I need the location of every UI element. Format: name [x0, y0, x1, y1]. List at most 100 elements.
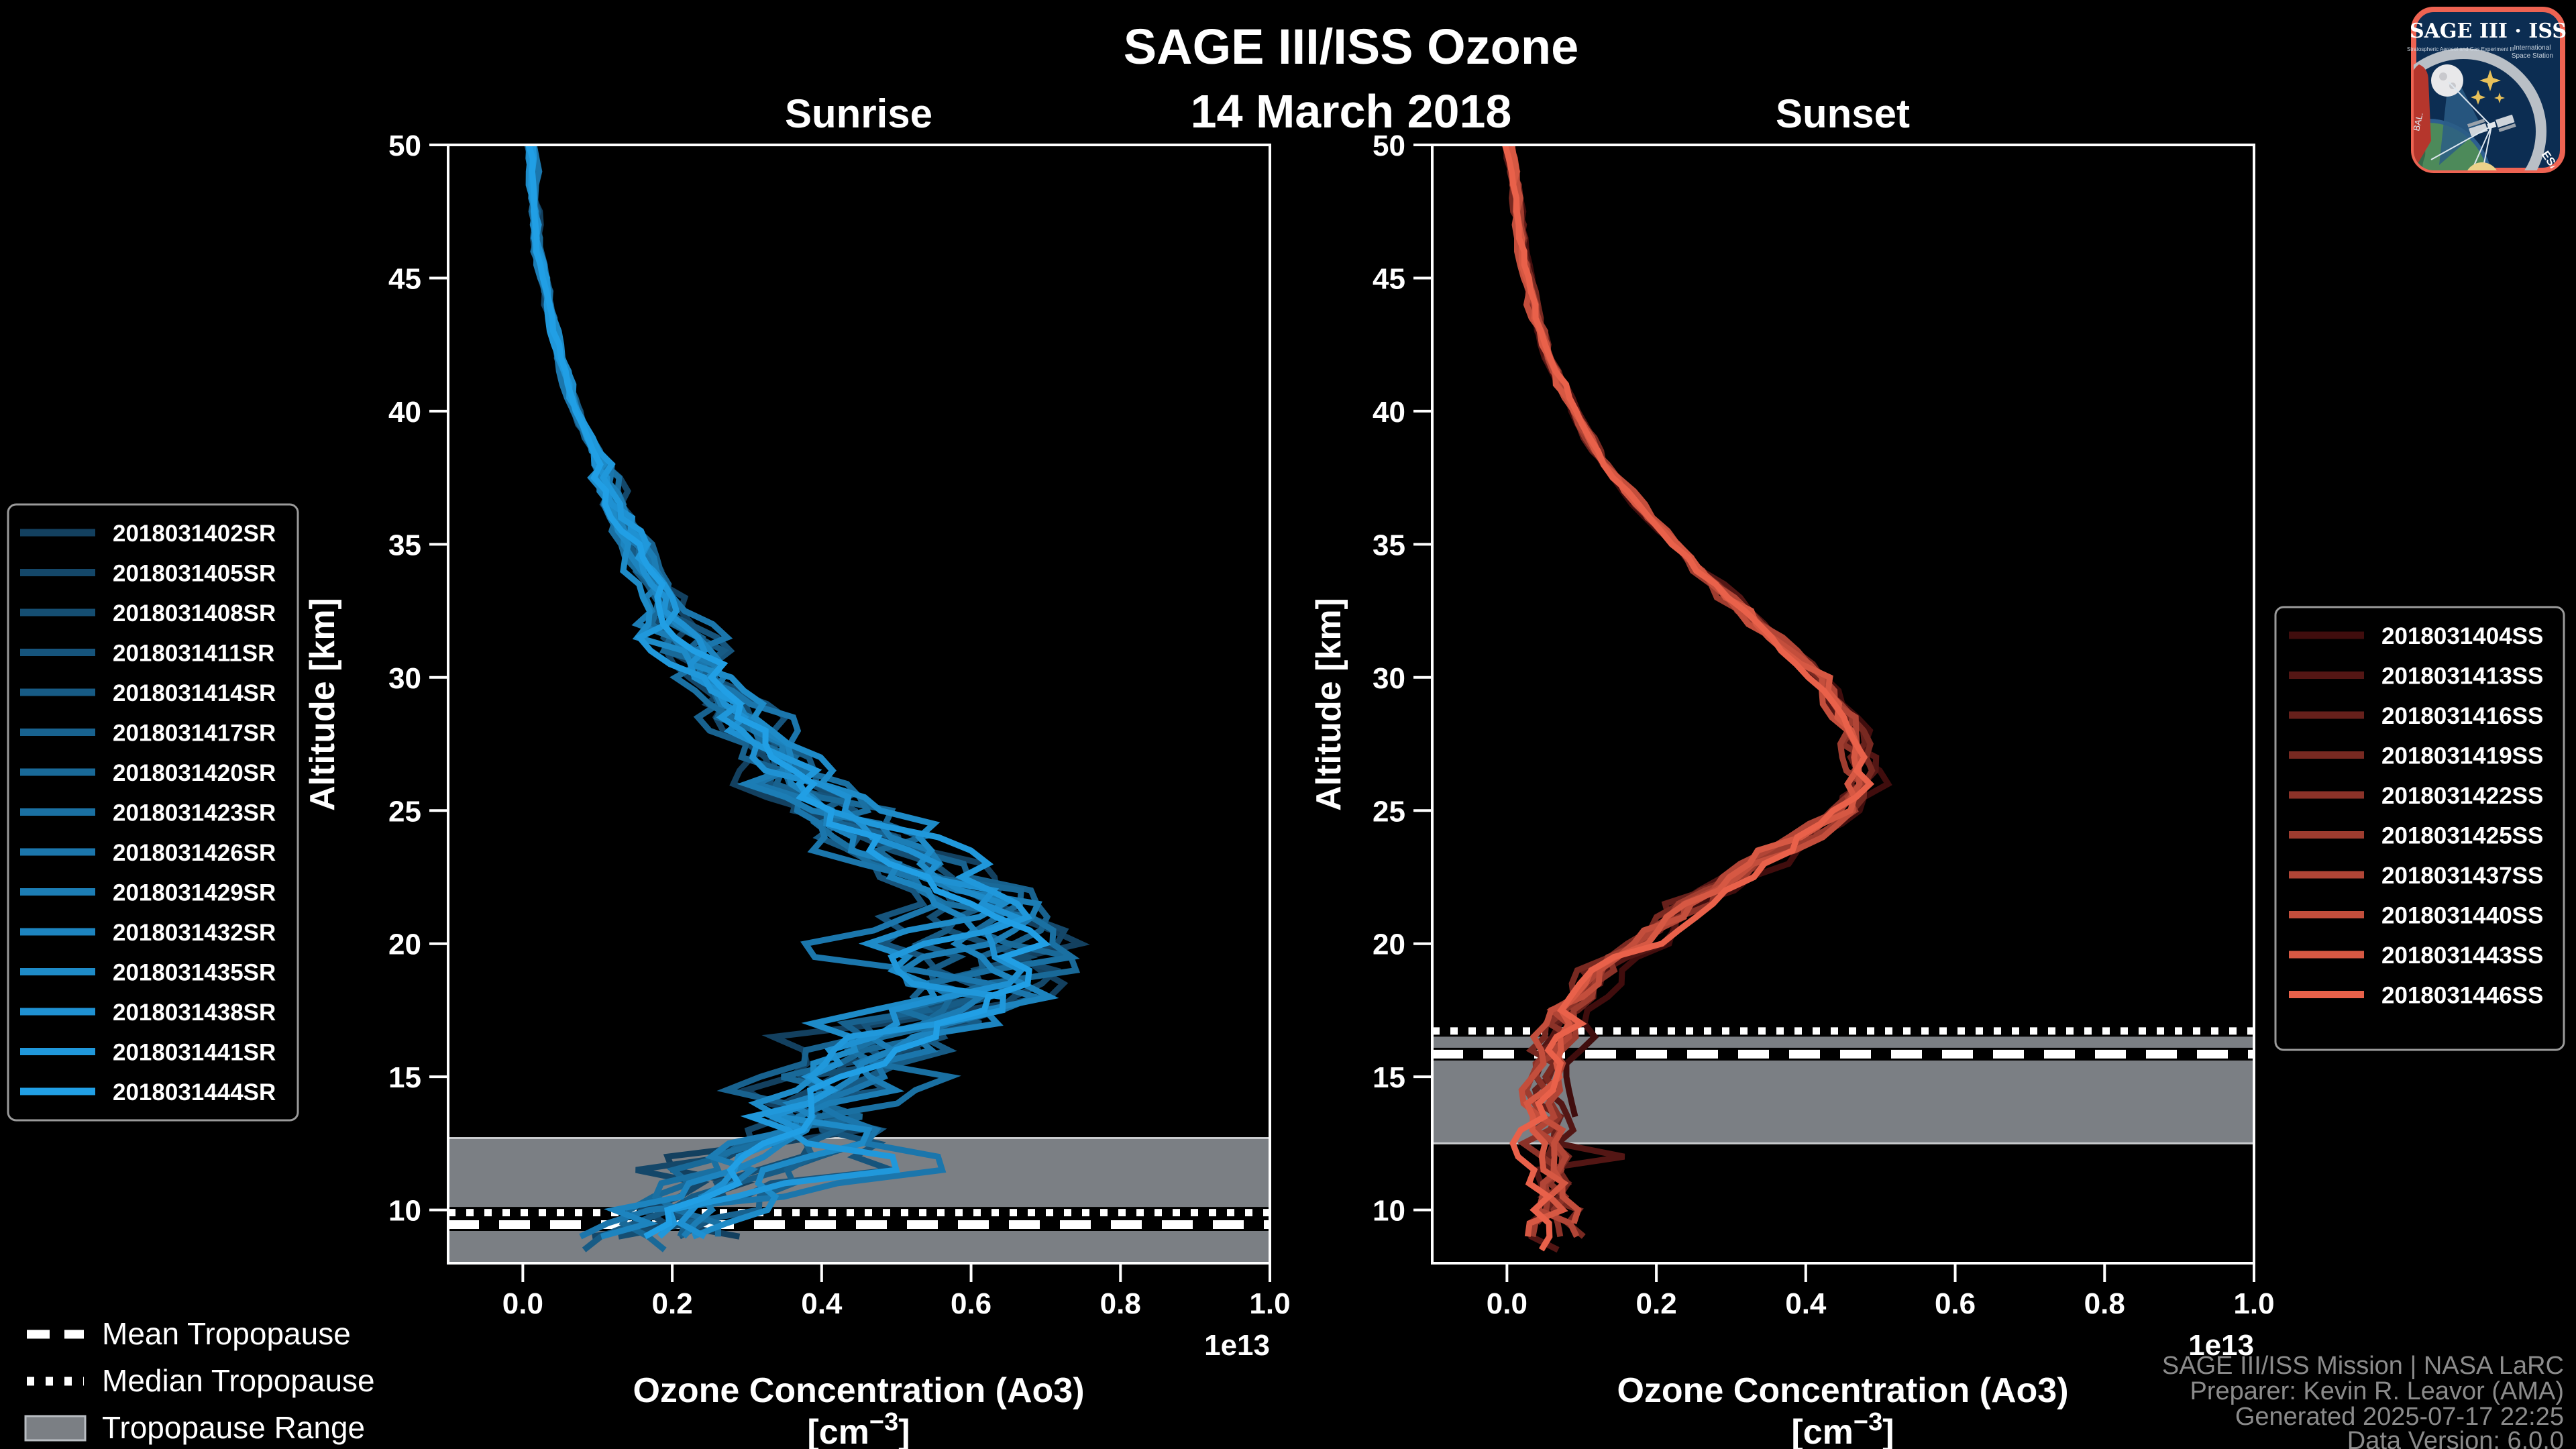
- legend-item: 2018031432SR: [20, 920, 276, 946]
- legend-item: 2018031443SS: [2289, 943, 2543, 969]
- legend-box: [7, 503, 299, 1122]
- legend-item-label: 2018031429SR: [113, 880, 276, 906]
- y-tick-label: 45: [388, 262, 421, 295]
- x-tick-label: 0.4: [801, 1287, 843, 1320]
- tropopause-range-label: Tropopause Range: [102, 1410, 365, 1445]
- footer-data-version: Data Version: 6.0.0: [2347, 1427, 2564, 1449]
- patch-subtitle-right: International Space Station: [2512, 44, 2553, 60]
- legend-item-label: 2018031425SS: [2381, 823, 2543, 849]
- legend-item-label: 2018031408SR: [113, 600, 276, 627]
- y-tick-label: 35: [1373, 529, 1405, 561]
- median-tropopause-label: Median Tropopause: [102, 1363, 375, 1398]
- legend-item-label: 2018031444SR: [113, 1079, 276, 1106]
- series-curve-2018031446SS: [1502, 145, 1875, 1252]
- legend-item-label: 2018031437SS: [2381, 863, 2543, 889]
- x-tick-label: 1.0: [1249, 1287, 1290, 1320]
- x-tick-label: 0.0: [502, 1287, 543, 1320]
- stars-icon: [2471, 70, 2505, 105]
- legend-item: 2018031438SR: [20, 1000, 276, 1026]
- legend-item: 2018031437SS: [2289, 863, 2543, 889]
- legend-item: 2018031411SR: [20, 641, 274, 667]
- iss-icon: [2467, 114, 2516, 137]
- x-tick-label: 0.2: [1636, 1287, 1677, 1320]
- legend-item-label: 2018031414SR: [113, 680, 276, 706]
- legend-item-label: 2018031423SR: [113, 800, 276, 826]
- x-axis-unit-sunset: [cm−3]: [1791, 1408, 1894, 1449]
- y-tick-label: 10: [1373, 1195, 1405, 1228]
- footer: SAGE III/ISS Mission | NASA LaRC Prepare…: [2162, 1352, 2564, 1449]
- series-curve-2018031435SR: [525, 145, 1012, 1240]
- mean-tropopause-label: Mean Tropopause: [102, 1316, 351, 1351]
- series-curve-2018031404SS: [1508, 145, 1892, 1118]
- y-tick-label: 20: [388, 928, 421, 961]
- series-curve-2018031441SR: [528, 145, 1033, 1239]
- x-tick-label: 0.4: [1785, 1287, 1827, 1320]
- x-axis-title-sunset: Ozone Concentration (Ao3): [1617, 1371, 2068, 1410]
- legend-item-label: 2018031440SS: [2381, 903, 2543, 929]
- legend-item: 2018031441SR: [20, 1040, 276, 1066]
- y-tick-label: 50: [1373, 129, 1405, 162]
- plot-spines: [447, 144, 1271, 1265]
- y-tick-label: 40: [1373, 396, 1405, 429]
- legend-item-label: 2018031443SS: [2381, 943, 2543, 969]
- orbit-ring-icon: [2414, 48, 2546, 170]
- legend-item: 2018031413SS: [2289, 663, 2543, 690]
- x-tick-label: 0.8: [1100, 1287, 1141, 1320]
- footer-generated: Generated 2025-07-17 22:25: [2235, 1403, 2564, 1431]
- y-tick-label: 50: [388, 129, 421, 162]
- legend-item: 2018031435SR: [20, 960, 276, 986]
- y-axis-title-sunset: Altitude [km]: [1309, 598, 1348, 811]
- series-curve-2018031444SR: [525, 145, 1051, 1240]
- legend-item: 2018031425SS: [2289, 823, 2543, 849]
- y-tick-label: 30: [388, 662, 421, 695]
- legend-item-label: 2018031419SS: [2381, 743, 2543, 769]
- legend-item-label: 2018031422SS: [2381, 783, 2543, 809]
- legend-item-label: 2018031405SR: [113, 561, 276, 587]
- y-tick-label: 45: [1373, 262, 1405, 295]
- tropopause-range-swatch-icon: [24, 1415, 87, 1442]
- legend-item: 2018031446SS: [2289, 983, 2543, 1009]
- footer-mission: SAGE III/ISS Mission | NASA LaRC: [2162, 1352, 2564, 1380]
- legend-item-label: 2018031446SS: [2381, 983, 2543, 1009]
- legend-item: 2018031422SS: [2289, 783, 2543, 809]
- tropopause-legend: Mean Tropopause Median Tropopause Tropop…: [24, 1316, 375, 1445]
- svg-text:International: International: [2514, 44, 2551, 52]
- legend-item: 2018031440SS: [2289, 903, 2543, 929]
- legend-item: 2018031414SR: [20, 680, 276, 706]
- y-tick-label: 25: [388, 795, 421, 828]
- legend-item: 2018031417SR: [20, 720, 276, 747]
- y-tick-label: 35: [388, 529, 421, 561]
- x-axis-offset-sunrise: 1e13: [1204, 1329, 1270, 1362]
- panel-title-sunrise: Sunrise: [785, 91, 932, 136]
- legend-item-label: 2018031441SR: [113, 1040, 276, 1066]
- legend-item-label: 2018031402SR: [113, 521, 276, 547]
- series-curve-2018031426SR: [531, 145, 1045, 1240]
- y-tick-label: 25: [1373, 795, 1405, 828]
- legend-item-label: 2018031404SS: [2381, 623, 2543, 649]
- legend-item: 2018031420SR: [20, 760, 276, 786]
- panel-sunset: 0.0 0.2 0.4 0.6 0.8 1.0 10 15 20 25 30 35 40 45 50: [1373, 129, 2275, 1320]
- x-tick-label: 0.8: [2084, 1287, 2125, 1320]
- legend-item: 2018031423SR: [20, 800, 276, 826]
- legend-item: 2018031405SR: [20, 561, 276, 587]
- figure-title: SAGE III/ISS Ozone: [1124, 19, 1578, 74]
- x-axis-title-sunrise: Ozone Concentration (Ao3): [633, 1371, 1084, 1410]
- x-tick-label: 0.6: [951, 1287, 991, 1320]
- legend-item-label: 2018031413SS: [2381, 663, 2543, 690]
- y-tick-label: 15: [1373, 1061, 1405, 1094]
- x-axis-offset-sunset: 1e13: [2188, 1329, 2254, 1362]
- legend-item: 2018031429SR: [20, 880, 276, 906]
- plot-spines: [1431, 144, 2255, 1265]
- patch-title: SAGE III · ISS: [2410, 19, 2567, 43]
- y-axis-title-sunrise: Altitude [km]: [303, 598, 342, 811]
- legend-item-label: 2018031411SR: [113, 641, 274, 667]
- y-tick-label: 10: [388, 1195, 421, 1228]
- y-tick-label: 20: [1373, 928, 1405, 961]
- legend-item: 2018031404SS: [2289, 623, 2543, 649]
- legend-item-label: 2018031438SR: [113, 1000, 276, 1026]
- x-tick-label: 0.0: [1487, 1287, 1527, 1320]
- x-tick-label: 1.0: [2233, 1287, 2274, 1320]
- series-curve-2018031429SR: [527, 145, 1042, 1239]
